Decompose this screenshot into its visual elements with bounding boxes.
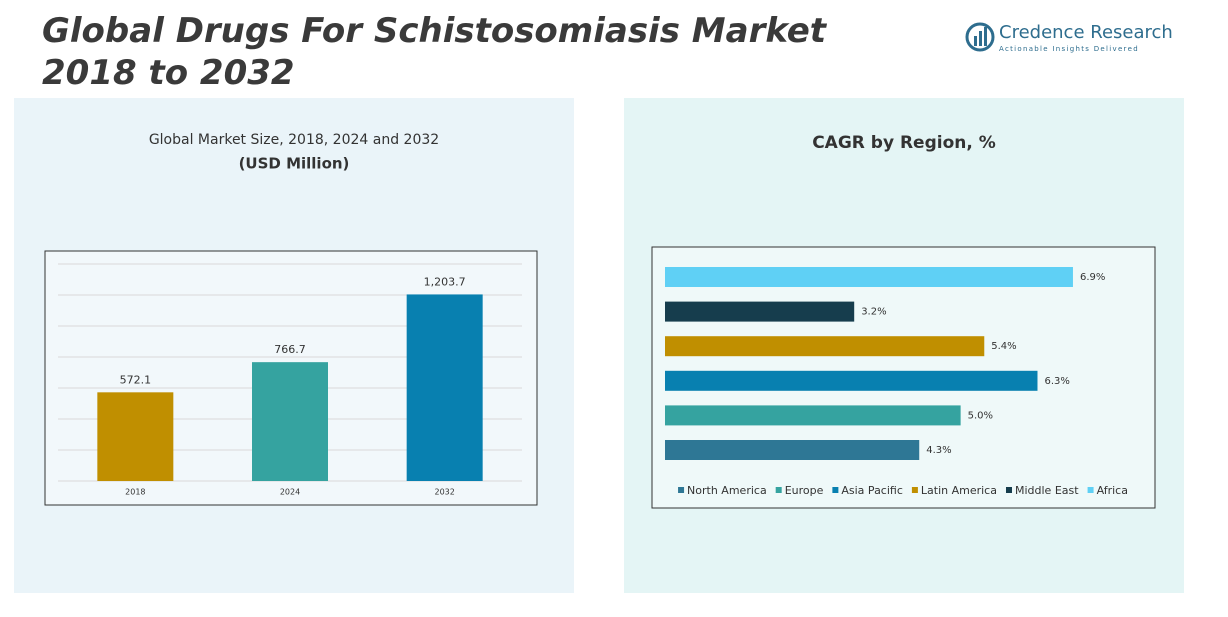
legend-label: Latin America <box>921 484 997 497</box>
legend-swatch <box>911 487 918 493</box>
legend-label: Africa <box>1097 484 1128 497</box>
data-label: 3.2% <box>861 307 886 318</box>
page-title: Global Drugs For Schistosomiasis Market … <box>42 11 827 93</box>
bar <box>665 336 985 357</box>
legend-label: Asia Pacific <box>841 484 903 497</box>
bar <box>665 301 855 322</box>
bar <box>665 267 1073 287</box>
bar <box>665 440 920 460</box>
legend-swatch <box>832 487 839 493</box>
x-tick-label: 2032 <box>434 488 454 497</box>
data-label: 766.7 <box>274 343 306 356</box>
logo-icon <box>974 36 977 46</box>
data-label: 5.4% <box>991 341 1016 352</box>
chart-subtitle: (USD Million) <box>239 155 350 173</box>
x-tick-label: 2018 <box>125 488 145 497</box>
data-label: 1,203.7 <box>424 275 466 288</box>
data-label: 5.0% <box>968 410 993 421</box>
data-label: 6.3% <box>1044 376 1069 387</box>
legend-label: North America <box>687 484 767 497</box>
chart-title: CAGR by Region, % <box>812 133 996 153</box>
bar <box>665 405 961 426</box>
chart-title: Global Market Size, 2018, 2024 and 2032 <box>149 132 439 148</box>
data-label: 6.9% <box>1080 272 1105 283</box>
logo-name: Credence Research <box>999 22 1173 43</box>
logo-icon <box>979 31 982 46</box>
data-label: 4.3% <box>926 445 951 456</box>
logo-icon <box>984 27 987 46</box>
bar <box>406 294 483 481</box>
bar <box>252 362 328 481</box>
legend-swatch <box>678 487 685 493</box>
bar <box>97 392 174 481</box>
data-label: 572.1 <box>120 373 152 386</box>
bar <box>665 370 1038 391</box>
x-tick-label: 2024 <box>280 488 300 497</box>
logo: Credence Research Actionable Insights De… <box>965 22 1173 53</box>
logo-icon <box>965 22 995 52</box>
legend-swatch <box>775 487 782 493</box>
legend-swatch <box>1087 487 1094 493</box>
logo-tagline: Actionable Insights Delivered <box>999 45 1139 53</box>
legend-swatch <box>1005 487 1012 493</box>
legend-label: Europe <box>785 484 824 497</box>
legend-label: Middle East <box>1015 484 1079 497</box>
